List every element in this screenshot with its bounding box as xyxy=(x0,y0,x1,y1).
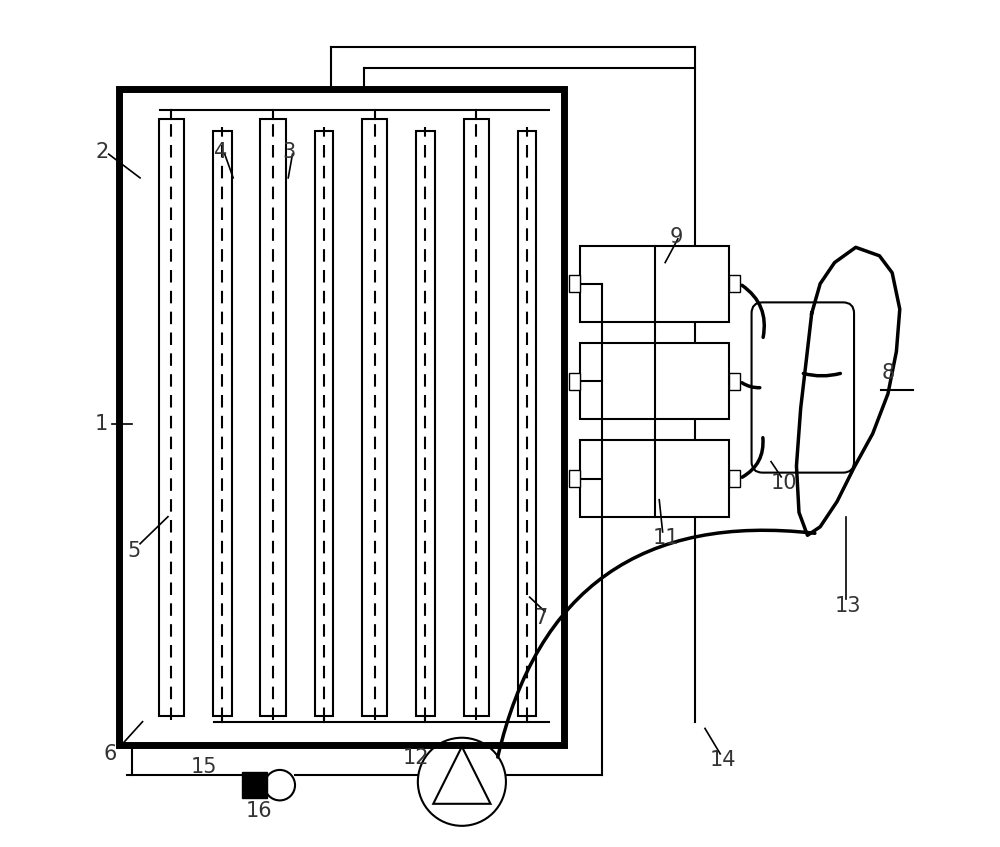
Bar xyxy=(260,119,286,716)
Bar xyxy=(119,89,564,745)
Bar xyxy=(580,246,729,322)
Bar xyxy=(580,343,729,419)
FancyBboxPatch shape xyxy=(752,302,854,473)
Text: 16: 16 xyxy=(246,801,273,822)
Text: 14: 14 xyxy=(710,750,737,770)
Text: 5: 5 xyxy=(127,540,141,561)
Text: 2: 2 xyxy=(95,142,108,163)
Bar xyxy=(159,119,184,716)
Bar xyxy=(569,275,580,292)
Bar xyxy=(580,440,729,517)
Text: 3: 3 xyxy=(282,142,296,163)
Text: 1: 1 xyxy=(95,413,108,434)
Text: 4: 4 xyxy=(214,142,227,163)
Bar xyxy=(362,119,387,716)
Bar xyxy=(729,470,740,487)
Text: 10: 10 xyxy=(771,473,798,493)
Bar xyxy=(518,131,536,716)
Text: 15: 15 xyxy=(191,757,217,778)
Bar xyxy=(729,275,740,292)
Text: 11: 11 xyxy=(652,528,679,548)
Text: 12: 12 xyxy=(403,748,429,768)
Text: 6: 6 xyxy=(104,744,117,764)
Bar xyxy=(464,119,489,716)
Bar xyxy=(213,131,232,716)
Bar xyxy=(569,470,580,487)
Text: 7: 7 xyxy=(534,608,547,628)
Bar xyxy=(569,373,580,390)
Bar xyxy=(416,131,435,716)
Text: 13: 13 xyxy=(835,595,861,616)
Bar xyxy=(242,772,267,798)
Bar xyxy=(315,131,333,716)
Text: 8: 8 xyxy=(881,363,894,383)
Text: 9: 9 xyxy=(669,227,683,247)
Bar xyxy=(729,373,740,390)
